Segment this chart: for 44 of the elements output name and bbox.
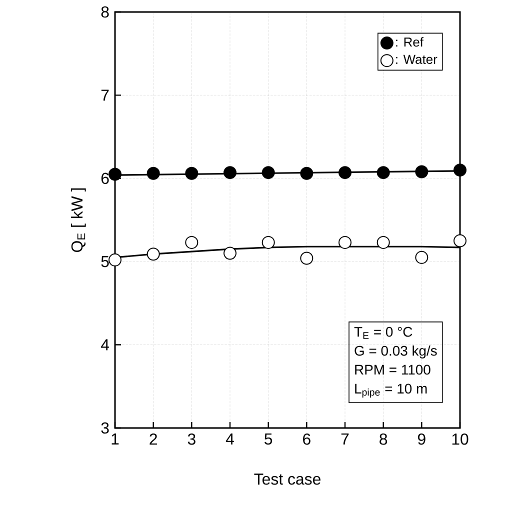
x-tick-label: 6: [303, 434, 310, 445]
x-tick-label: 9: [418, 434, 426, 445]
point: [185, 166, 198, 180]
x-tick-label: 10: [452, 434, 468, 445]
y-axis-title: Q$_{E}$ [ kW ]: [70, 188, 86, 252]
point: [415, 165, 428, 178]
point: [338, 166, 352, 180]
annotation: G = 0.03 kg/s: [354, 345, 437, 358]
x-tick-label: 8: [380, 434, 388, 445]
y-tick-label: 8: [101, 6, 109, 18]
point: [454, 234, 467, 248]
point: [108, 168, 122, 181]
annotation: RPM = 1100: [355, 364, 430, 375]
x-tick-label: 2: [150, 434, 157, 445]
x-tick-label: 1: [112, 433, 119, 444]
y-tick-label: 7: [101, 90, 109, 101]
point: [185, 236, 198, 249]
point: [415, 250, 428, 264]
point: [262, 166, 275, 180]
x-tick-label: 3: [188, 434, 196, 445]
point: [108, 253, 122, 266]
point: [262, 236, 275, 249]
x-tick-label: 7: [341, 433, 349, 444]
y-tick-label: 5: [101, 256, 109, 268]
legend-label: : Ref: [396, 37, 424, 47]
y-tick-label: 3: [101, 422, 109, 434]
point: [338, 236, 352, 249]
point: [454, 164, 467, 177]
point: [300, 166, 314, 180]
x-tick-label: 4: [226, 433, 234, 444]
x-tick-label: 5: [264, 433, 272, 445]
y-tick-label: 4: [100, 339, 110, 350]
annotation: T$_{E}$ = 0 °C: [354, 326, 412, 339]
y-tick-label: 6: [101, 172, 109, 184]
point: [376, 236, 390, 249]
point: [376, 166, 390, 180]
x-axis-title: Test case: [254, 474, 320, 485]
point: [224, 246, 237, 260]
annotation: L$_{pipe}$ = 10 m: [355, 384, 427, 398]
point: [146, 248, 160, 261]
point: [300, 252, 314, 265]
point: [146, 166, 160, 180]
legend-label: : Water: [396, 54, 438, 64]
point: [224, 166, 237, 180]
